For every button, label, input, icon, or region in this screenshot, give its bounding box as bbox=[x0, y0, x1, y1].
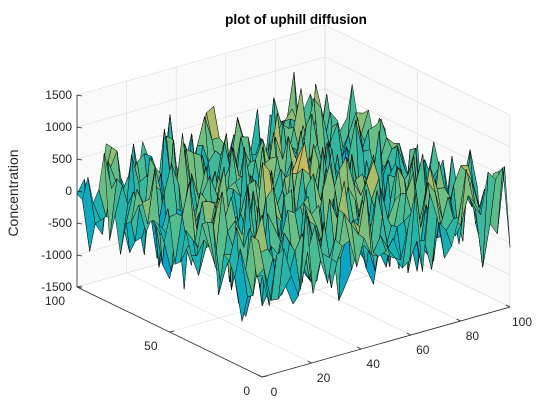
x-tick-mark bbox=[257, 374, 263, 378]
x-tick-mark bbox=[357, 346, 362, 350]
y-axis-tick-labels: 0 50 100 bbox=[45, 294, 250, 398]
z-tick-label: -500 bbox=[48, 216, 72, 230]
x-tick-label: 20 bbox=[317, 371, 331, 385]
y-tick-label: 100 bbox=[45, 294, 65, 308]
x-tick-label: 60 bbox=[416, 343, 430, 357]
surface-patch bbox=[255, 268, 270, 306]
x-tick-mark bbox=[406, 332, 411, 336]
z-tick-mark bbox=[76, 254, 83, 257]
z-tick-label: -1500 bbox=[41, 280, 72, 294]
x-tick-label: 40 bbox=[367, 357, 381, 371]
z-tick-mark bbox=[76, 126, 83, 129]
z-axis-label: Concentration bbox=[5, 149, 21, 236]
z-tick-label: 0 bbox=[65, 184, 72, 198]
x-tick-mark bbox=[456, 318, 461, 322]
y-tick-mark bbox=[76, 285, 83, 288]
x-axis-tick-labels: 0 20 40 60 80 100 bbox=[271, 315, 533, 399]
y-tick-label: 0 bbox=[243, 384, 250, 398]
x-tick-label: 80 bbox=[466, 329, 480, 343]
surface-mesh bbox=[76, 72, 511, 322]
z-tick-label: 1000 bbox=[45, 120, 72, 134]
y-tick-label: 50 bbox=[144, 339, 158, 353]
z-axis-tick-labels: 1500 1000 500 0 -500 -1000 -1500 bbox=[41, 88, 72, 294]
axes-box bbox=[76, 94, 511, 378]
z-tick-mark bbox=[76, 190, 83, 193]
x-tick-label: 0 bbox=[271, 385, 278, 399]
x-axis-line bbox=[261, 306, 511, 378]
x-tick-label: 100 bbox=[512, 315, 532, 329]
z-tick-label: 1500 bbox=[45, 88, 72, 102]
z-tick-label: 500 bbox=[52, 152, 72, 166]
chart-title: plot of uphill diffusion bbox=[225, 12, 367, 27]
x-tick-mark bbox=[505, 304, 511, 308]
y-tick-mark bbox=[169, 330, 175, 333]
x-tick-mark bbox=[307, 360, 312, 364]
z-tick-mark bbox=[76, 158, 83, 161]
z-tick-mark bbox=[76, 94, 83, 97]
z-tick-mark bbox=[76, 222, 83, 225]
y-tick-mark bbox=[261, 375, 268, 378]
z-tick-label: -1000 bbox=[41, 248, 72, 262]
